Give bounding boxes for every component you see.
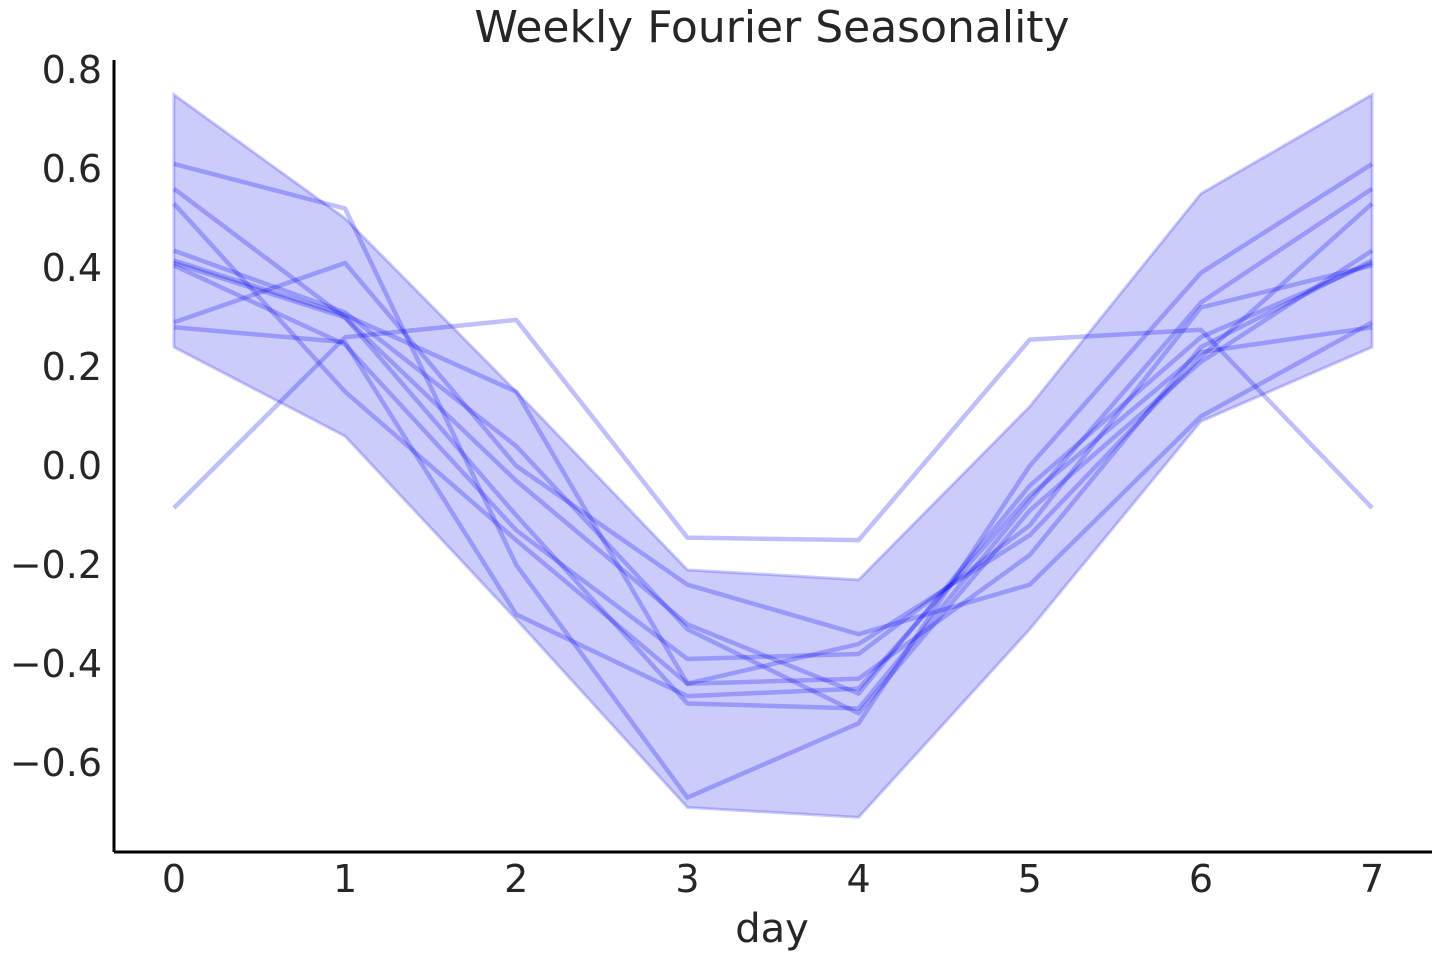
y-tick-label: 0.6	[42, 147, 102, 191]
series-line-5	[173, 248, 1374, 716]
x-tick-label: 6	[1189, 857, 1213, 901]
x-axis-label: day	[735, 906, 809, 952]
series-line-2	[173, 161, 1374, 800]
series-line-9	[173, 325, 1373, 699]
y-tick-label: −0.2	[10, 543, 102, 587]
x-tick-label: 7	[1360, 857, 1384, 901]
y-tick-label: 0.8	[42, 48, 102, 92]
x-tick-label: 4	[846, 857, 870, 901]
y-tick-label: 0.4	[42, 246, 102, 290]
plot-area	[172, 91, 1374, 819]
series-line-6	[173, 258, 1374, 686]
uncertainty-band	[172, 91, 1374, 819]
y-tick-label: 0.2	[42, 345, 102, 389]
y-tick-label: −0.4	[10, 642, 102, 686]
x-tick-label: 0	[162, 857, 186, 901]
x-tick-label: 2	[504, 857, 528, 901]
y-tick-label: −0.6	[10, 741, 102, 785]
x-tick-label: 1	[333, 857, 357, 901]
series-line-3	[172, 186, 1374, 711]
series-line-1	[172, 317, 1374, 543]
series-line-4	[172, 201, 1374, 686]
series-line-7	[172, 263, 1373, 662]
y-tick-label: 0.0	[42, 444, 102, 488]
series-line-8	[173, 260, 1374, 637]
x-axis-ticks: 0 1 2 3 4 5 6 7	[162, 857, 1384, 901]
series-line-10	[173, 260, 1373, 696]
x-tick-label: 5	[1018, 857, 1042, 901]
chart-title: Weekly Fourier Seasonality	[474, 2, 1069, 53]
y-axis-ticks: −0.6 −0.4 −0.2 0.0 0.2 0.4 0.6 0.8	[10, 48, 102, 785]
x-tick-label: 3	[675, 857, 699, 901]
